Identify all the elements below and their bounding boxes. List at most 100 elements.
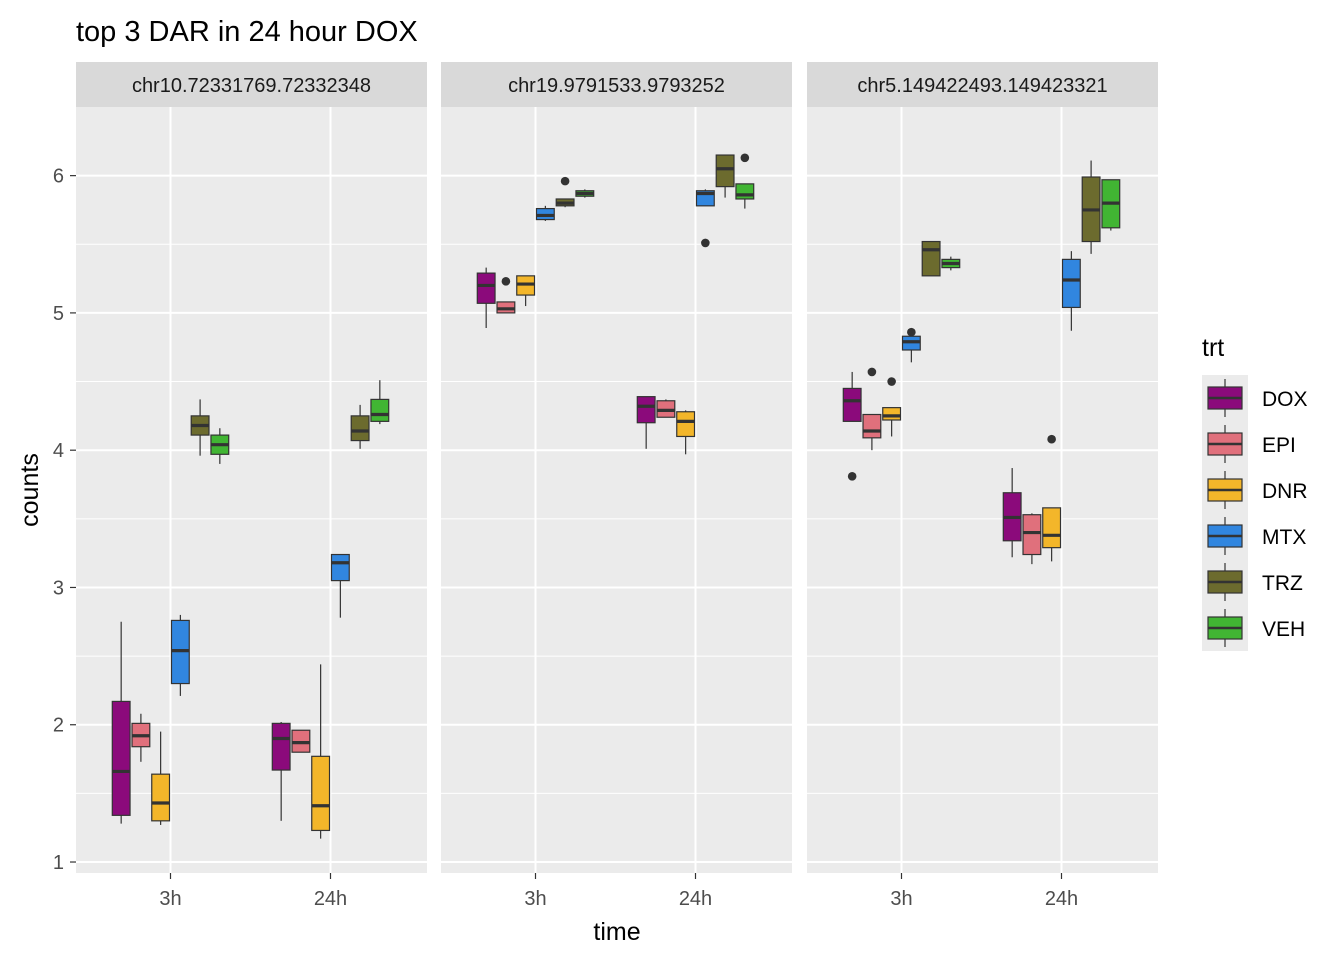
y-tick-label: 4 xyxy=(53,440,64,462)
boxplot-mtx-24h xyxy=(1061,251,1081,331)
legend-title: trt xyxy=(1202,334,1224,362)
facet-strip xyxy=(807,62,1158,107)
y-tick-label: 3 xyxy=(53,577,64,599)
outlier-point xyxy=(847,471,857,481)
box-iqr xyxy=(1042,507,1062,549)
box-iqr xyxy=(735,183,755,200)
boxplot-trz-24h xyxy=(1081,160,1101,254)
legend-item-epi: EPI xyxy=(1202,421,1296,467)
box-iqr xyxy=(111,700,131,816)
x-axis-title: time xyxy=(593,918,640,946)
boxplot-dnr-3h xyxy=(516,275,536,307)
box-iqr xyxy=(715,154,735,188)
boxplot-trz-24h xyxy=(715,154,735,198)
box-iqr xyxy=(151,773,171,822)
boxplot-dnr-24h xyxy=(1042,434,1062,562)
legend-label: MTX xyxy=(1262,526,1306,549)
facet-strip-label: chr19.9791533.9793252 xyxy=(508,75,725,97)
legend-item-dnr: DNR xyxy=(1202,467,1308,513)
x-tick-label: 3h xyxy=(524,888,546,910)
boxplot-dnr-3h xyxy=(151,731,171,825)
y-tick-label: 5 xyxy=(53,303,64,325)
boxplot-epi-3h xyxy=(496,277,516,314)
box-iqr xyxy=(862,413,882,439)
boxplot-dox-24h xyxy=(271,721,291,821)
boxplot-trz-24h xyxy=(350,404,370,449)
boxplot-veh-3h xyxy=(941,256,961,271)
box-iqr xyxy=(1061,258,1081,309)
legend-label: TRZ xyxy=(1262,572,1303,595)
legend-item-dox: DOX xyxy=(1202,375,1308,421)
facet-panel: chr10.72331769.72332348 3h 24h xyxy=(76,62,427,910)
y-tick-label: 6 xyxy=(53,166,64,188)
box-iqr xyxy=(350,415,370,442)
y-tick-label: 2 xyxy=(53,715,64,737)
boxplot-epi-24h xyxy=(1022,513,1042,565)
facet-panel: chr5.149422493.149423321 3h 24h xyxy=(807,62,1158,910)
outlier-point xyxy=(560,176,570,186)
box-iqr xyxy=(921,240,941,277)
boxplot-dox-3h xyxy=(842,371,862,481)
legend-label: VEH xyxy=(1262,618,1305,641)
legend-label: EPI xyxy=(1262,434,1296,457)
panel-background xyxy=(441,107,792,873)
outlier-point xyxy=(1047,434,1056,444)
boxplot-mtx-3h xyxy=(170,614,190,696)
x-tick-label: 24h xyxy=(679,888,712,910)
boxplot-epi-3h xyxy=(862,367,882,451)
outlier-point xyxy=(907,327,916,337)
boxplot-veh-24h xyxy=(370,380,390,425)
y-tick-label: 1 xyxy=(53,852,64,874)
outlier-point xyxy=(501,277,511,286)
box-iqr xyxy=(271,722,291,771)
boxplot-trz-3h xyxy=(190,399,210,456)
boxplot-trz-3h xyxy=(921,240,941,277)
box-iqr xyxy=(636,396,656,424)
box-iqr xyxy=(476,272,496,304)
boxplot-mtx-3h xyxy=(535,205,555,221)
outlier-point xyxy=(887,377,896,386)
legend-item-mtx: MTX xyxy=(1202,513,1306,559)
legend-label: DNR xyxy=(1262,480,1308,503)
boxplot-dnr-24h xyxy=(676,410,696,455)
outlier-point xyxy=(740,153,750,163)
legend-item-trz: TRZ xyxy=(1202,559,1303,605)
box-iqr xyxy=(1022,514,1042,556)
boxplot-epi-24h xyxy=(656,399,676,418)
boxplot-mtx-3h xyxy=(901,327,921,363)
x-tick-label: 24h xyxy=(314,888,347,910)
box-iqr xyxy=(842,387,862,422)
boxplot-dox-24h xyxy=(1002,468,1022,558)
facet-strip xyxy=(441,62,792,107)
facet-panel: chr19.9791533.9793252 3h 24h xyxy=(441,62,792,910)
boxplot-epi-3h xyxy=(131,713,151,762)
boxplot-dox-3h xyxy=(476,267,496,329)
facet-strip xyxy=(76,62,427,107)
legend: DOX EPI DNR MTX TRZ VEH xyxy=(1202,375,1308,651)
boxplot-mtx-24h xyxy=(330,553,350,618)
outlier-point xyxy=(867,367,877,377)
y-axis-title: counts xyxy=(16,453,44,527)
boxplot-trz-3h xyxy=(555,176,575,208)
boxplot-mtx-24h xyxy=(695,189,715,248)
box-iqr xyxy=(676,411,696,438)
box-iqr xyxy=(330,553,350,582)
legend-item-veh: VEH xyxy=(1202,605,1305,651)
facet-strip-label: chr10.72331769.72332348 xyxy=(132,75,371,97)
box-iqr xyxy=(882,407,902,421)
boxplot-dnr-24h xyxy=(311,664,331,839)
boxplot-veh-24h xyxy=(1101,179,1121,231)
facet-strip-label: chr5.149422493.149423321 xyxy=(857,75,1107,97)
legend-label: DOX xyxy=(1262,388,1308,411)
boxplot-dox-24h xyxy=(636,396,656,449)
boxplot-dox-3h xyxy=(111,621,131,824)
boxplot-veh-3h xyxy=(575,189,595,198)
boxplot-epi-24h xyxy=(291,729,311,753)
boxplot-veh-3h xyxy=(210,428,230,464)
x-tick-label: 3h xyxy=(159,888,181,910)
chart-title: top 3 DAR in 24 hour DOX xyxy=(76,16,418,48)
box-iqr xyxy=(370,398,390,422)
boxplot-veh-24h xyxy=(735,153,755,209)
